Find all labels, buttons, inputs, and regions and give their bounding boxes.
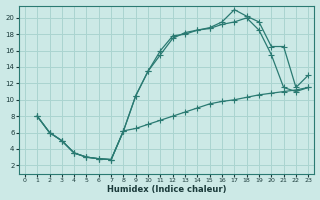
X-axis label: Humidex (Indice chaleur): Humidex (Indice chaleur): [107, 185, 226, 194]
